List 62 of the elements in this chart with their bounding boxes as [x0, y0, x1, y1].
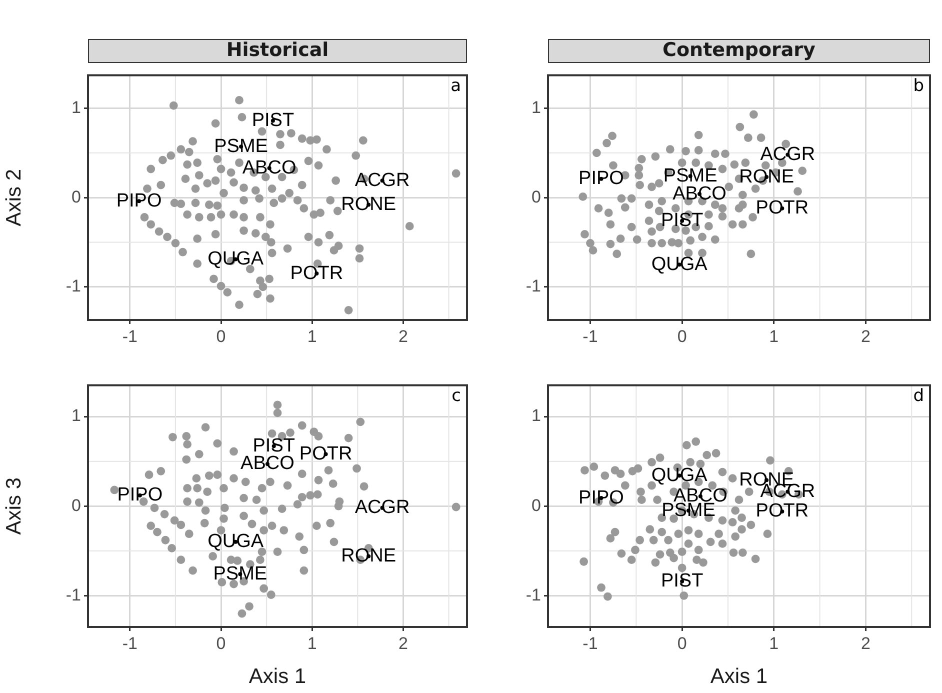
x-tick-label: 2: [398, 634, 408, 653]
data-label: POTR: [756, 198, 809, 219]
data-label: PIPO: [116, 190, 162, 212]
x-tick-label: 1: [769, 326, 779, 346]
data-label: POTR: [756, 500, 809, 522]
annotation: b: [913, 76, 924, 96]
y-tick-label: 1: [72, 98, 81, 117]
x-tick-label: 2: [398, 326, 408, 346]
y-tick-label: 1: [532, 98, 541, 117]
y-tick-label: 0: [72, 496, 81, 515]
y-tick-label: 1: [532, 406, 541, 426]
x-tick-label: 2: [860, 326, 870, 346]
x-tick-label: -1: [582, 326, 598, 346]
data-label: PSME: [213, 563, 268, 584]
x-tick-label: -1: [122, 634, 138, 653]
x-tick-label: 1: [769, 634, 779, 653]
x-axis-title: Axis 1: [710, 665, 768, 688]
data-label: QUGA: [208, 248, 264, 270]
data-label: PSME: [214, 136, 268, 157]
annotation: a: [450, 76, 461, 96]
data-label: QUGA: [208, 531, 264, 552]
x-tick-label: 0: [677, 326, 687, 346]
data-label: RONE: [341, 194, 396, 215]
x-tick-label: 1: [307, 634, 317, 653]
x-tick-label: -1: [122, 326, 138, 346]
data-label: ACGR: [760, 144, 816, 165]
annotation: c: [452, 386, 461, 406]
y-tick-label: 0: [72, 187, 81, 206]
y-tick-label: -1: [66, 276, 81, 296]
data-label: PIPO: [578, 487, 624, 508]
data-label: POTR: [290, 262, 344, 284]
data-label: QUGA: [651, 254, 708, 275]
y-tick-label: 0: [532, 187, 541, 206]
x-tick-label: 0: [216, 326, 226, 346]
chart-title: Contemporary: [548, 39, 930, 63]
x-axis-title: Axis 1: [248, 665, 306, 688]
y-tick-label: 0: [532, 496, 541, 515]
data-label: PIPO: [117, 484, 163, 506]
data-label: POTR: [299, 443, 352, 464]
data-label: RONE: [341, 545, 396, 566]
chart-title: Historical: [88, 39, 467, 63]
annotation: d: [913, 386, 924, 406]
data-label: PIST: [660, 210, 704, 232]
data-label: PIST: [660, 570, 704, 592]
data-label: ACGR: [354, 497, 410, 518]
data-label: ABCO: [242, 157, 296, 178]
x-tick-label: 1: [307, 326, 317, 346]
data-label: ACGR: [354, 170, 410, 191]
x-tick-label: -1: [582, 634, 598, 653]
y-tick-label: 1: [72, 406, 81, 426]
data-label: RONE: [739, 166, 794, 188]
data-label: QUGA: [651, 464, 708, 486]
y-axis-title: Axis 3: [2, 478, 26, 535]
x-tick-label: 0: [677, 634, 687, 653]
data-label: PIPO: [578, 168, 624, 190]
x-tick-label: 0: [216, 634, 226, 653]
y-tick-label: -1: [526, 585, 541, 604]
y-axis-title: Axis 2: [2, 169, 26, 226]
x-tick-label: 2: [860, 634, 870, 653]
y-tick-label: -1: [66, 585, 81, 604]
data-label: PIST: [252, 110, 294, 131]
y-tick-label: -1: [526, 276, 541, 296]
